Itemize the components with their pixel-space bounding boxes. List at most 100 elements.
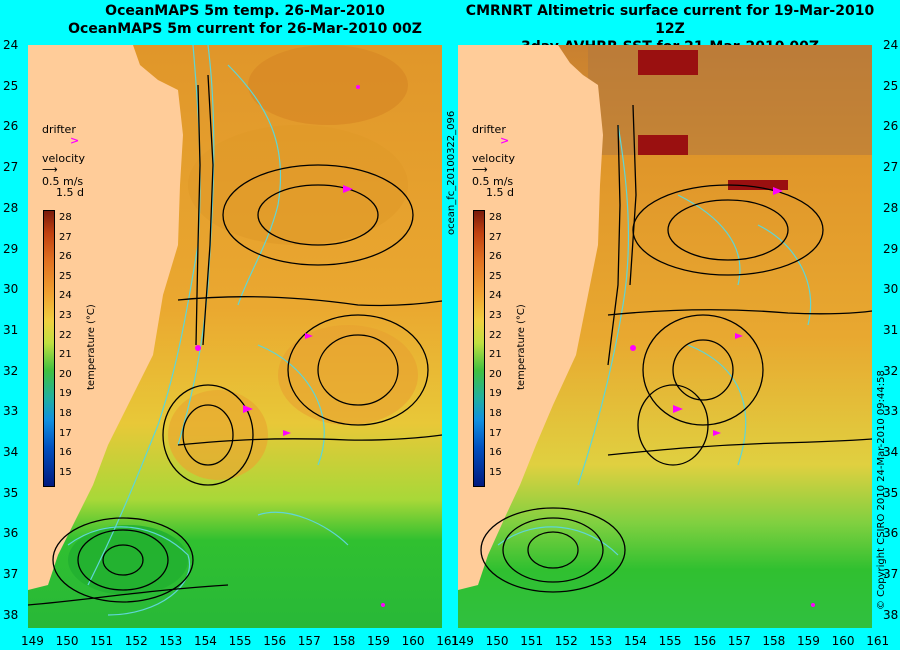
left-legend-duration: 1.5 d <box>56 186 84 199</box>
lat-tick-label: 32 <box>3 363 19 378</box>
lon-tick-label: 160 <box>401 634 425 648</box>
lat-tick-label: 24 <box>883 38 899 52</box>
lat-tick-label: 35 <box>3 485 19 500</box>
lon-tick-label: 149 <box>21 634 44 648</box>
lat-tick-label: 36 <box>3 526 19 541</box>
right-colorbar <box>473 210 485 487</box>
lon-tick-label: 152 <box>124 634 148 648</box>
right-velocity-arrow-icon: ⟶ <box>472 163 488 176</box>
lon-tick-label: 155 <box>228 634 252 648</box>
lon-tick-label: 159 <box>797 634 820 648</box>
colorbar-tick-label: 27 <box>59 231 72 243</box>
right-legend: drifter > velocity ⟶ 0.5 m/s 1.5 d <box>472 123 515 198</box>
left-drifters <box>195 85 385 607</box>
right-colorbar-label: temperature (°C) <box>516 304 527 390</box>
lon-tick-label: 151 <box>90 634 114 648</box>
lat-tick-label: 28 <box>3 200 19 215</box>
colorbar-tick-label: 25 <box>59 270 72 282</box>
lat-tick-label: 27 <box>3 160 19 175</box>
lat-tick-label: 29 <box>3 241 19 256</box>
colorbar-tick-label: 15 <box>59 466 72 478</box>
lon-tick-label: 156 <box>263 634 287 648</box>
colorbar-tick-label: 17 <box>59 427 72 439</box>
right-drifter-symbol: > <box>500 134 510 147</box>
left-title-line1: OceanMAPS 5m temp. 26-Mar-2010 <box>105 3 385 19</box>
right-land-australia <box>458 45 603 590</box>
left-drifter-symbol: > <box>70 134 80 147</box>
lat-tick-label: 26 <box>883 119 899 134</box>
colorbar-tick-label: 19 <box>59 388 72 400</box>
colorbar-tick-label: 23 <box>489 310 502 321</box>
lon-tick-label: 151 <box>520 634 544 648</box>
lat-tick-label: 37 <box>3 567 19 582</box>
right-legend-drifter: drifter <box>472 123 506 136</box>
lat-tick-label: 34 <box>3 445 19 459</box>
lat-tick-label: 33 <box>883 404 899 419</box>
lat-tick-label: 35 <box>883 485 899 500</box>
right-legend-duration: 1.5 d <box>486 186 514 199</box>
colorbar-tick-label: 18 <box>59 408 72 419</box>
lat-tick-label: 31 <box>883 322 899 337</box>
right-legend-velocity: velocity <box>472 152 515 165</box>
lat-tick-label: 31 <box>3 322 19 337</box>
right-title-line1: CMRNRT Altimetric surface current for 19… <box>465 3 875 37</box>
colorbar-tick-label: 28 <box>489 212 502 223</box>
lat-tick-label: 36 <box>883 526 899 541</box>
left-title-line2: OceanMAPS 5m current for 26-Mar-2010 00Z <box>68 21 422 37</box>
colorbar-tick-label: 17 <box>489 427 502 439</box>
colorbar-tick-label: 21 <box>59 349 72 361</box>
right-drifters <box>630 187 815 607</box>
left-velocity-arrow-icon: ⟶ <box>42 163 58 176</box>
lon-tick-label: 153 <box>159 634 183 648</box>
lon-tick-label: 149 <box>451 634 474 648</box>
right-map-panel <box>458 45 872 628</box>
lat-tick-label: 34 <box>883 445 899 459</box>
lon-tick-label: 157 <box>297 634 321 648</box>
left-land-australia <box>28 45 183 590</box>
lon-tick-label: 158 <box>332 634 356 648</box>
left-colorbar <box>43 210 55 487</box>
lat-tick-label: 38 <box>3 607 19 622</box>
left-title: OceanMAPS 5m temp. 26-Mar-2010 OceanMAPS… <box>30 2 460 38</box>
lat-tick-label: 30 <box>883 282 899 297</box>
lon-tick-label: 153 <box>589 634 613 648</box>
lon-tick-label: 157 <box>727 634 751 648</box>
colorbar-tick-label: 26 <box>59 251 72 263</box>
colorbar-tick-label: 21 <box>489 349 502 361</box>
lon-tick-label: 159 <box>367 634 390 648</box>
lon-tick-label: 150 <box>485 634 509 648</box>
colorbar-tick-label: 16 <box>489 447 502 459</box>
left-legend: drifter > velocity ⟶ 0.5 m/s 1.5 d <box>42 123 85 198</box>
colorbar-tick-label: 20 <box>59 368 72 380</box>
colorbar-tick-label: 18 <box>489 408 502 419</box>
colorbar-tick-label: 28 <box>59 212 72 223</box>
lat-tick-label: 26 <box>3 119 19 134</box>
lat-tick-label: 38 <box>883 607 899 622</box>
forecast-id-label: ocean_fc_20100322_096 <box>446 110 457 235</box>
lat-tick-label: 25 <box>883 78 899 93</box>
colorbar-tick-label: 22 <box>59 329 72 341</box>
lon-tick-label: 161 <box>866 634 890 648</box>
lon-tick-label: 156 <box>693 634 717 648</box>
colorbar-tick-label: 19 <box>489 388 502 400</box>
left-legend-drifter: drifter <box>42 123 76 136</box>
lat-tick-label: 27 <box>883 160 899 175</box>
left-legend-speed: 0.5 m/s <box>42 175 84 188</box>
left-colorbar-label: temperature (°C) <box>86 304 97 390</box>
lat-tick-label: 30 <box>3 282 19 297</box>
lat-tick-label: 33 <box>3 404 19 419</box>
right-contours <box>497 124 812 556</box>
colorbar-tick-label: 15 <box>489 466 502 478</box>
colorbar-tick-label: 20 <box>489 368 502 380</box>
colorbar-tick-label: 16 <box>59 447 72 459</box>
lat-tick-label: 24 <box>3 38 19 52</box>
colorbar-tick-label: 24 <box>489 290 502 302</box>
colorbar-tick-label: 22 <box>489 329 502 341</box>
lon-tick-label: 152 <box>554 634 578 648</box>
left-map-panel <box>28 45 442 628</box>
right-current-streamlines <box>480 104 872 593</box>
colorbar-tick-label: 25 <box>489 270 502 282</box>
right-cloud-region <box>588 45 872 155</box>
colorbar-tick-label: 26 <box>489 251 502 263</box>
